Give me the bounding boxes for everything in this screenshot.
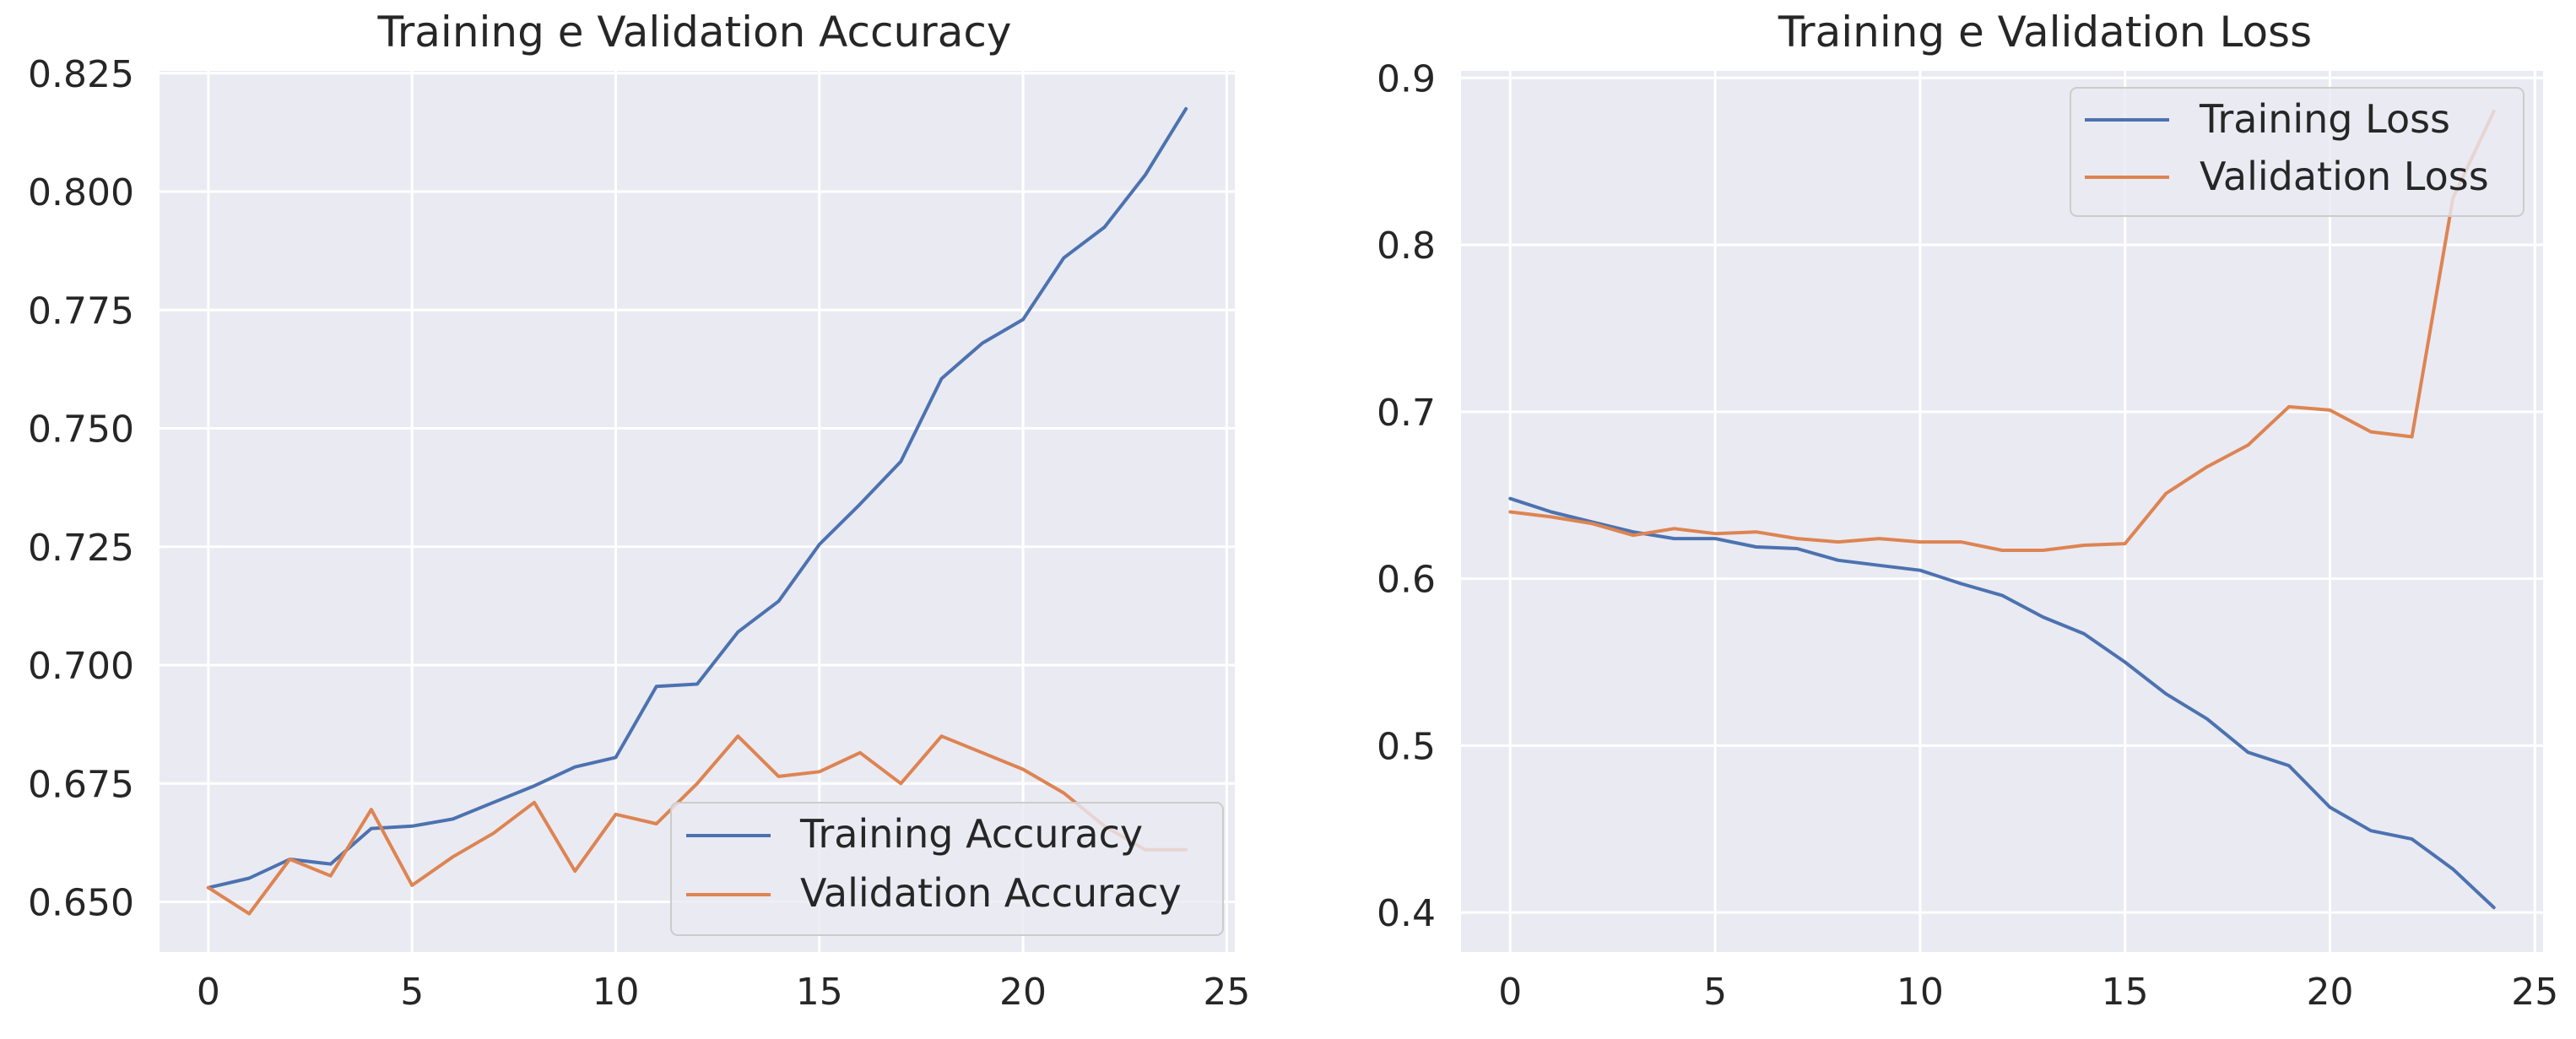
accuracy-legend: Training Accuracy Validation Accuracy bbox=[670, 802, 1224, 936]
loss-x-tick-label: 15 bbox=[2102, 971, 2149, 1014]
loss-legend-box bbox=[2070, 87, 2525, 217]
loss-y-ticks: 0.4 0.5 0.6 0.7 0.8 0.9 bbox=[1377, 57, 1436, 935]
accuracy-chart-title: Training e Validation Accuracy bbox=[377, 8, 1012, 57]
accuracy-x-tick-label: 25 bbox=[1203, 971, 1250, 1014]
loss-gridlines bbox=[1461, 71, 2543, 952]
loss-y-tick-label: 0.6 bbox=[1377, 559, 1436, 602]
loss-x-tick-label: 25 bbox=[2511, 971, 2558, 1014]
loss-y-tick-label: 0.7 bbox=[1377, 392, 1436, 435]
loss-x-tick-label: 10 bbox=[1897, 971, 1944, 1014]
loss-x-tick-label: 0 bbox=[1498, 971, 1522, 1014]
legend-label-training-loss: Training Loss bbox=[2199, 96, 2450, 142]
loss-chart-title: Training e Validation Loss bbox=[1778, 8, 2312, 57]
accuracy-y-tick-label: 0.650 bbox=[28, 882, 134, 925]
loss-y-tick-label: 0.4 bbox=[1377, 892, 1436, 935]
loss-series bbox=[1508, 109, 2496, 910]
accuracy-y-tick-label: 0.725 bbox=[28, 527, 134, 570]
loss-plot-area bbox=[1461, 71, 2543, 952]
legend-label-validation-accuracy: Validation Accuracy bbox=[800, 870, 1182, 916]
series-line-training-loss bbox=[1508, 496, 2496, 910]
accuracy-y-tick-label: 0.675 bbox=[28, 763, 134, 806]
series-line-validation-accuracy bbox=[206, 734, 1188, 916]
accuracy-series bbox=[206, 106, 1188, 916]
accuracy-y-tick-label: 0.800 bbox=[28, 171, 134, 214]
loss-y-tick-label: 0.5 bbox=[1377, 725, 1436, 768]
loss-legend: Training Loss Validation Loss bbox=[2070, 87, 2525, 217]
accuracy-y-tick-label: 0.825 bbox=[28, 53, 134, 96]
loss-x-ticks: 0 5 10 15 20 25 bbox=[1498, 971, 2558, 1014]
accuracy-y-tick-label: 0.750 bbox=[28, 409, 134, 452]
accuracy-y-ticks: 0.650 0.675 0.700 0.725 0.750 0.775 0.800 0.825 bbox=[28, 53, 134, 925]
loss-y-tick-label: 0.9 bbox=[1377, 57, 1436, 100]
legend-label-training-accuracy: Training Accuracy bbox=[799, 811, 1143, 857]
accuracy-y-tick-label: 0.775 bbox=[28, 290, 134, 333]
accuracy-legend-box bbox=[670, 802, 1224, 936]
loss-y-tick-label: 0.8 bbox=[1377, 225, 1436, 268]
accuracy-gridlines bbox=[160, 71, 1235, 952]
loss-x-tick-label: 20 bbox=[2306, 971, 2353, 1014]
accuracy-x-tick-label: 5 bbox=[400, 971, 424, 1014]
series-line-training-accuracy bbox=[206, 106, 1188, 890]
accuracy-x-ticks: 0 5 10 15 20 25 bbox=[197, 971, 1250, 1014]
accuracy-x-tick-label: 0 bbox=[197, 971, 220, 1014]
accuracy-x-tick-label: 15 bbox=[796, 971, 843, 1014]
accuracy-y-tick-label: 0.700 bbox=[28, 645, 134, 688]
legend-label-validation-loss: Validation Loss bbox=[2200, 154, 2489, 199]
loss-x-tick-label: 5 bbox=[1703, 971, 1727, 1014]
accuracy-x-tick-label: 10 bbox=[592, 971, 639, 1014]
loss-chart: Training e Validation Loss 0.40.50.60.70… bbox=[1377, 8, 2558, 1014]
accuracy-x-tick-label: 20 bbox=[999, 971, 1047, 1014]
accuracy-chart: Training e Validation Accuracy 0.650 0.67… bbox=[28, 8, 1250, 1014]
series-line-validation-loss bbox=[1508, 109, 2496, 552]
